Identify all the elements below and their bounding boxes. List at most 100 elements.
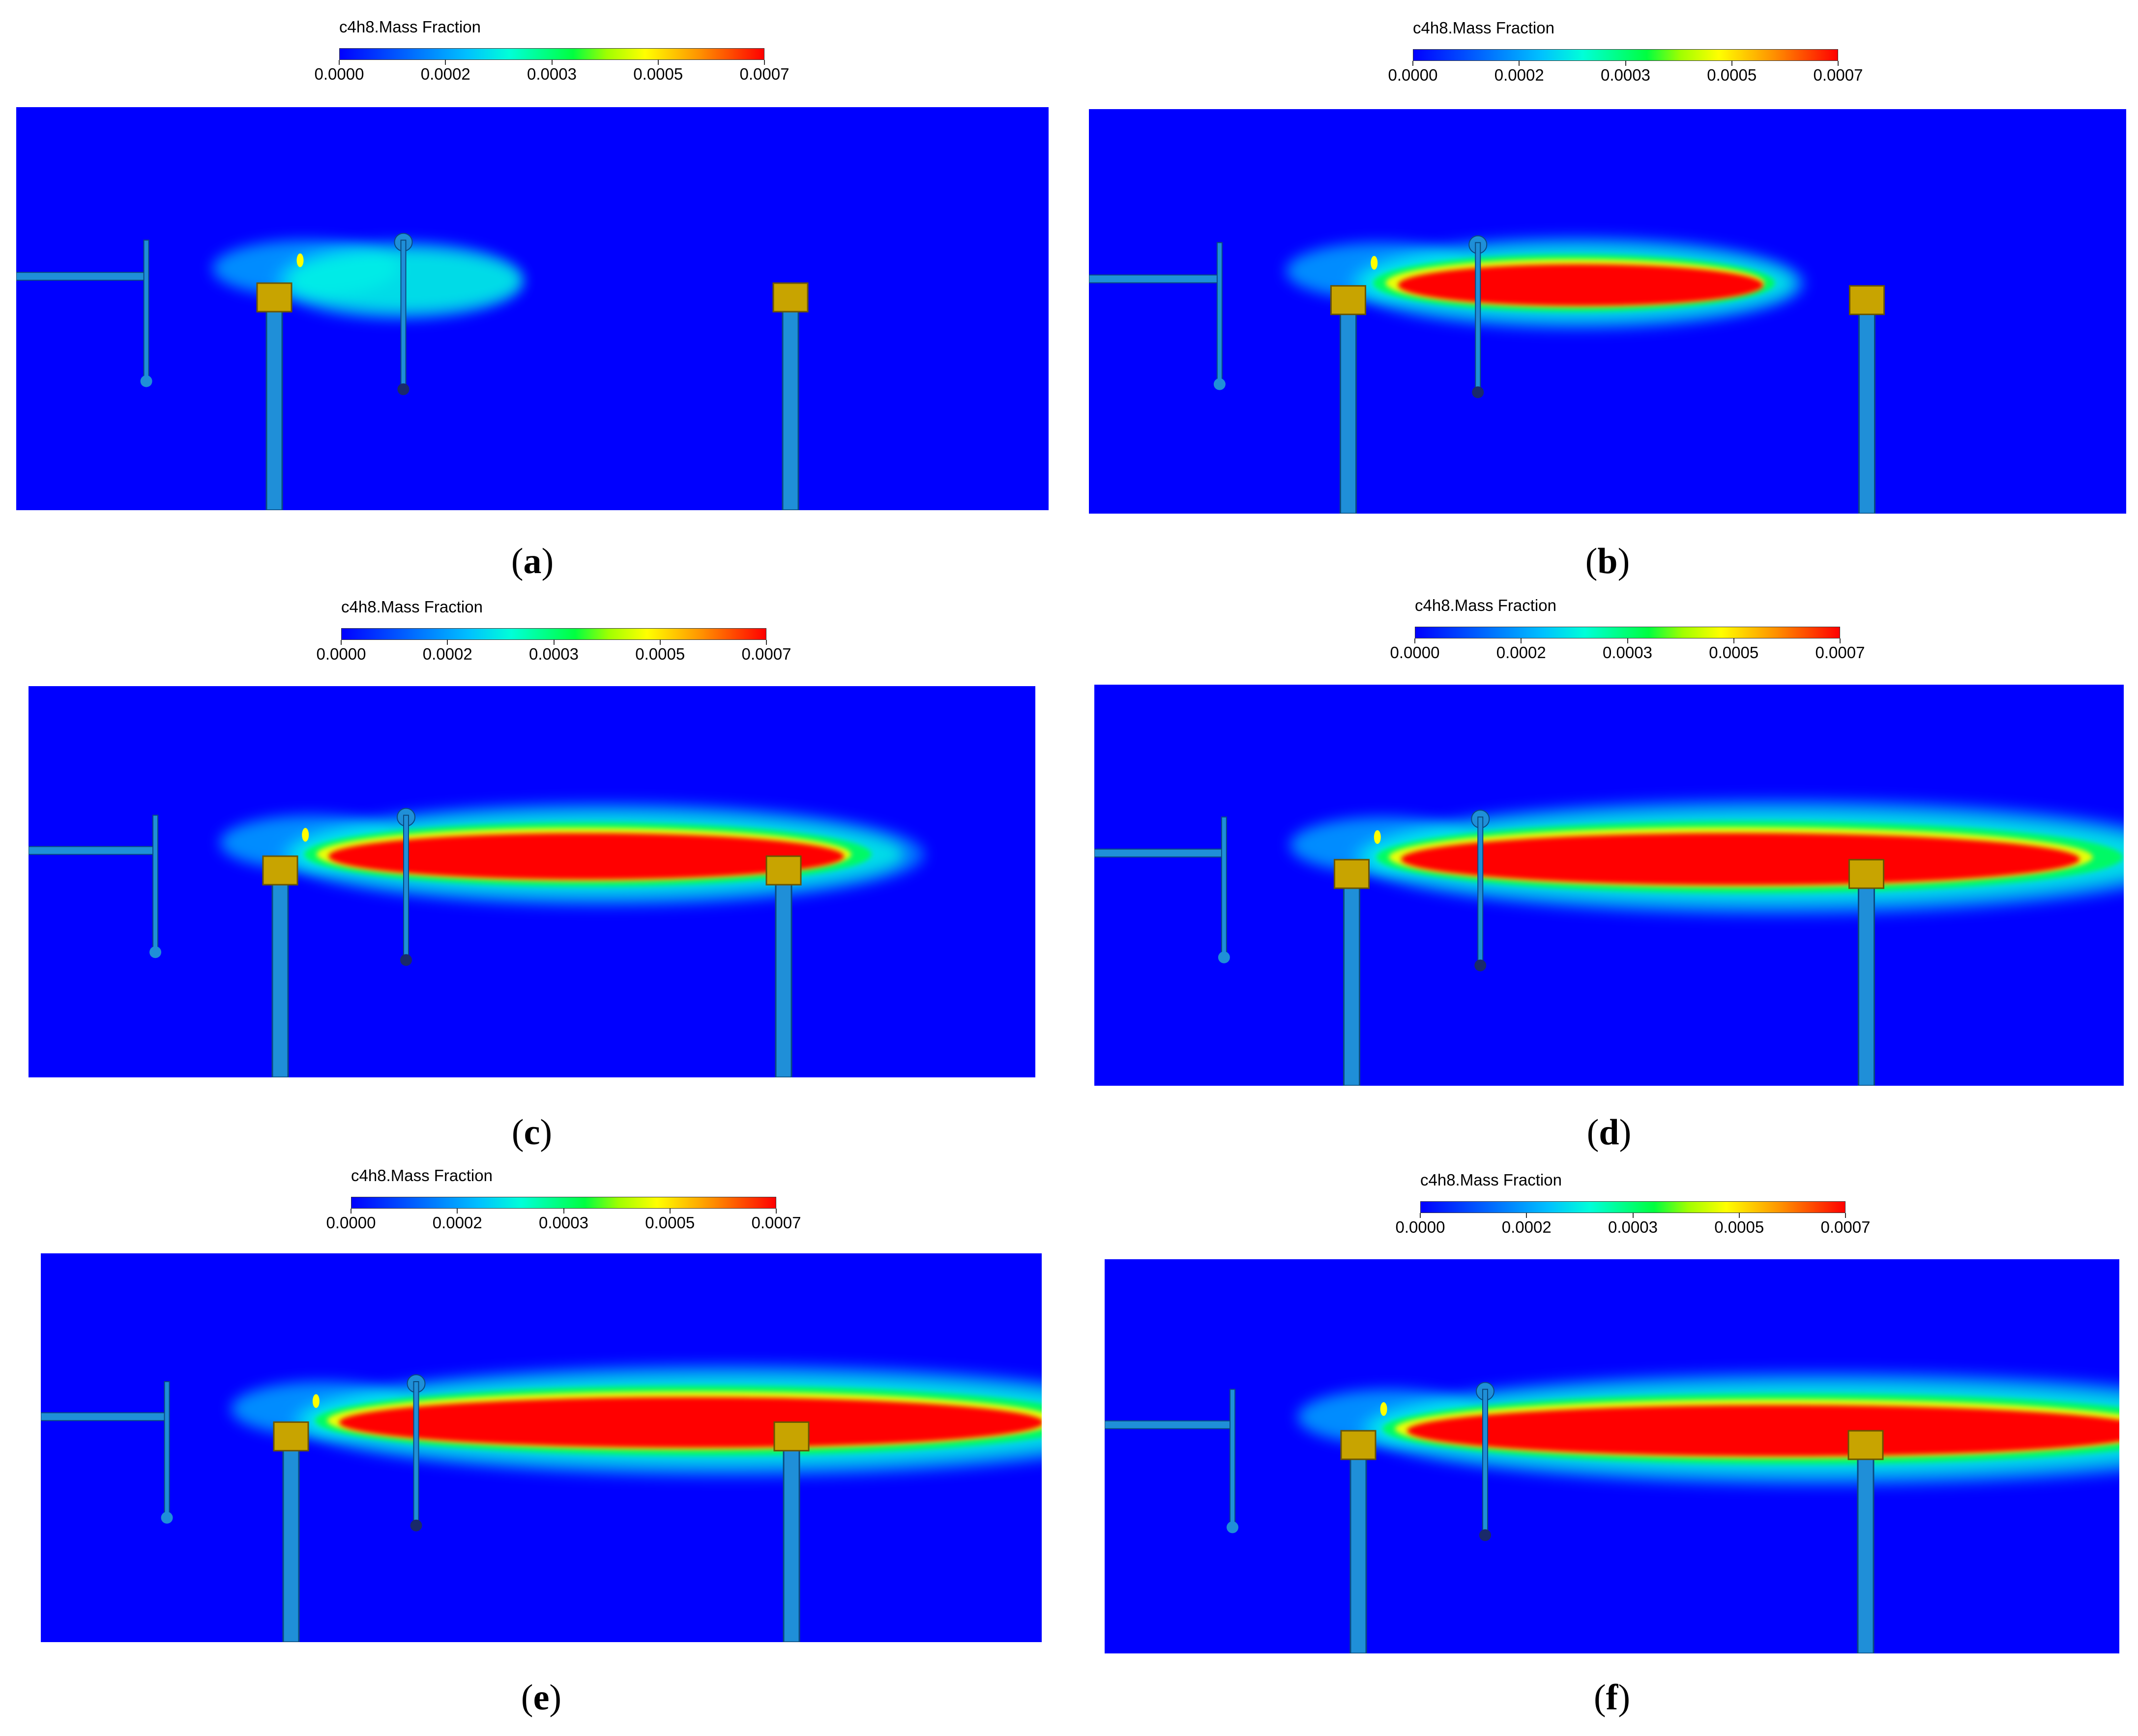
colorbar-tick-label: 0.0005 — [1707, 66, 1757, 84]
feed-pipe — [1089, 274, 1218, 284]
nozzle-cap — [1849, 285, 1885, 316]
nozzle-cap — [1848, 859, 1884, 889]
column-pipe — [1343, 886, 1360, 1086]
colorbar-tick — [553, 640, 555, 645]
colorbar-tick-label: 0.0003 — [1608, 1218, 1658, 1236]
colorbar-tick — [776, 1209, 777, 1214]
colorbar-tick-label: 0.0007 — [1815, 643, 1865, 662]
colorbar — [1413, 49, 1838, 61]
probe-tip — [1474, 959, 1487, 972]
colorbar-tick-label: 0.0007 — [1813, 66, 1863, 84]
column-pipe — [282, 1448, 300, 1642]
colorbar-tick-label: 0.0003 — [1601, 66, 1650, 84]
nozzle-cap — [273, 1421, 309, 1451]
colorbar-title: c4h8.Mass Fraction — [341, 598, 483, 616]
colorbar-title: c4h8.Mass Fraction — [339, 18, 481, 36]
colorbar-tick — [551, 60, 553, 65]
colorbar-tick — [1414, 638, 1415, 643]
hot-spot — [312, 1394, 320, 1408]
colorbar-tick — [339, 60, 340, 65]
colorbar-tick — [669, 1209, 671, 1214]
panel-caption: (a) — [511, 541, 554, 581]
column-pipe — [1858, 886, 1875, 1086]
colorbar-tick-label: 0.0005 — [635, 645, 685, 663]
colorbar-tick-label: 0.0002 — [1496, 643, 1546, 662]
plume-contour — [339, 1397, 1042, 1448]
contour-plot — [1094, 685, 2124, 1086]
probe-tip — [1472, 386, 1484, 399]
colorbar-tick — [659, 640, 661, 645]
colorbar-tick-label: 0.0003 — [529, 645, 579, 663]
colorbar-tick-label: 0.0000 — [1388, 66, 1438, 84]
colorbar-title: c4h8.Mass Fraction — [1413, 19, 1554, 37]
colorbar-tick — [1731, 61, 1732, 66]
probe-rod — [403, 814, 409, 961]
colorbar-tick — [1733, 638, 1734, 643]
probe-rod — [152, 814, 159, 949]
probe-tip — [410, 1519, 422, 1532]
colorbar-tick — [447, 640, 448, 645]
probe-tip — [149, 946, 162, 958]
colorbar — [1415, 627, 1840, 638]
probe-rod — [1482, 1389, 1488, 1536]
colorbar-tick-label: 0.0005 — [645, 1214, 695, 1232]
colorbar — [1420, 1201, 1845, 1213]
colorbar-tick — [1840, 638, 1841, 643]
feed-pipe — [1094, 848, 1223, 858]
probe-tip — [1213, 378, 1226, 390]
hot-spot — [1374, 830, 1381, 844]
probe-rod — [1475, 242, 1481, 393]
panel-label: d — [1599, 1112, 1619, 1153]
nozzle-cap — [773, 1421, 810, 1451]
colorbar-title: c4h8.Mass Fraction — [1415, 596, 1556, 614]
feed-pipe — [1105, 1420, 1231, 1429]
colorbar-tick — [1838, 61, 1839, 66]
colorbar-tick-label: 0.0000 — [1395, 1218, 1445, 1236]
colorbar-tick — [764, 60, 765, 65]
colorbar-tick-label: 0.0002 — [1494, 66, 1544, 84]
panel-label: b — [1597, 541, 1618, 581]
colorbar-tick-label: 0.0005 — [1714, 1218, 1764, 1236]
contour-plot — [16, 107, 1049, 510]
colorbar-tick-label: 0.0002 — [422, 645, 472, 663]
probe-tip — [161, 1511, 173, 1524]
colorbar-tick-label: 0.0007 — [751, 1214, 801, 1232]
nozzle-cap — [1340, 1430, 1377, 1460]
column-pipe — [265, 310, 283, 510]
feed-pipe — [29, 846, 154, 855]
colorbar-tick — [1412, 61, 1413, 66]
colorbar-tick-label: 0.0002 — [1501, 1218, 1552, 1236]
probe-tip — [1479, 1529, 1491, 1541]
column-pipe — [1857, 1457, 1874, 1653]
hot-spot — [296, 253, 304, 267]
colorbar-tick — [657, 60, 659, 65]
plume-contour — [1407, 1405, 2119, 1456]
probe-tip — [400, 954, 412, 966]
probe-rod — [1221, 816, 1227, 954]
colorbar-tick-label: 0.0003 — [539, 1214, 588, 1232]
panel-caption: (f) — [1594, 1678, 1630, 1718]
colorbar-tick — [445, 60, 446, 65]
hot-spot — [1371, 256, 1378, 270]
contour-plot — [1105, 1259, 2119, 1653]
nozzle-cap — [1847, 1430, 1884, 1460]
plume-contour — [1398, 264, 1763, 306]
panel-caption: (e) — [521, 1678, 562, 1718]
hot-spot — [1380, 1402, 1387, 1416]
panel-caption: (d) — [1586, 1112, 1632, 1153]
colorbar-tick — [1521, 638, 1522, 643]
panel-caption: (b) — [1585, 541, 1630, 581]
colorbar-tick — [1526, 1213, 1527, 1218]
probe-rod — [1216, 242, 1223, 381]
colorbar-tick-label: 0.0000 — [1390, 643, 1440, 662]
nozzle-cap — [765, 855, 802, 886]
probe-rod — [1477, 816, 1484, 966]
probe-rod — [413, 1381, 419, 1526]
probe-rod — [143, 239, 149, 378]
colorbar-tick — [1738, 1213, 1740, 1218]
colorbar-tick — [457, 1209, 458, 1214]
probe-tip — [1227, 1521, 1239, 1533]
hot-spot — [302, 828, 309, 842]
panel-label: e — [533, 1678, 550, 1718]
colorbar-tick-label: 0.0000 — [326, 1214, 376, 1232]
